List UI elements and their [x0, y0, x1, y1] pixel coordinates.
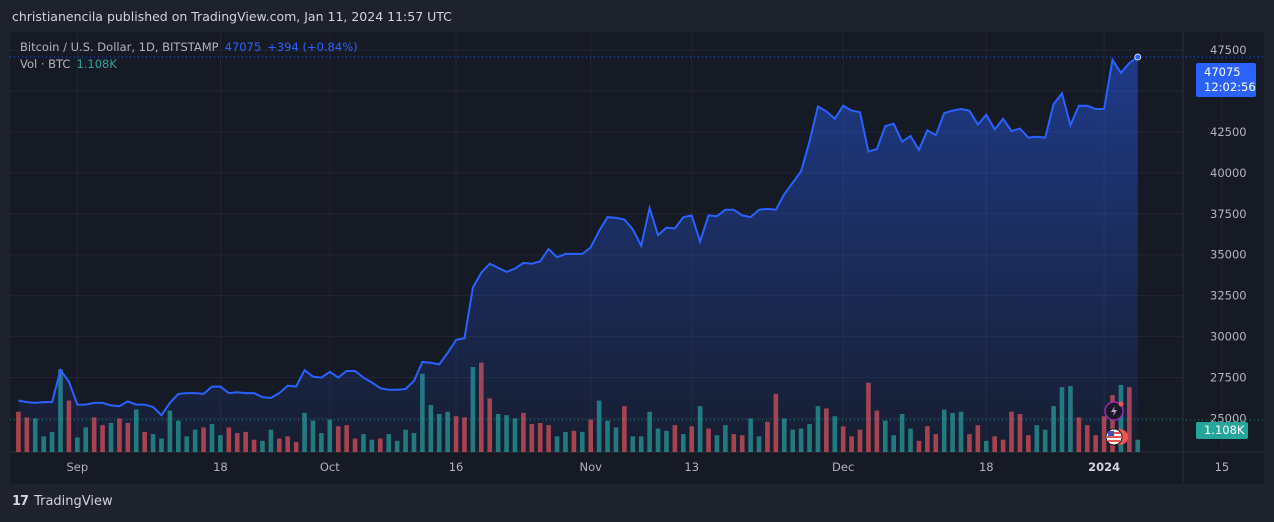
volume-legend-row[interactable]: Vol · BTC 1.108K	[20, 57, 358, 74]
last-price-dot	[1134, 53, 1142, 61]
y-tick-label: 25000	[1210, 411, 1247, 425]
x-tick-label: 18	[213, 460, 228, 474]
footer-brand[interactable]: TradingView	[34, 494, 113, 509]
footer: 17 TradingView	[12, 494, 113, 509]
symbol-legend-row[interactable]: Bitcoin / U.S. Dollar, 1D, BITSTAMP 47075…	[20, 40, 358, 57]
y-tick-label: 37500	[1210, 207, 1247, 221]
volume-tag: 1.108K	[1196, 422, 1248, 439]
y-tick-label: 32500	[1210, 289, 1247, 303]
last-price-tag-time: 12:02:56	[1204, 80, 1256, 94]
publisher-line: christianencila published on TradingView…	[12, 9, 452, 24]
y-tick-label: 42500	[1210, 125, 1247, 139]
x-axis-labels: Sep 18 Oct 16 Nov 13 Dec 18 2024 15	[66, 460, 1229, 474]
y-tick-label: 35000	[1210, 248, 1247, 262]
y-tick-label: 47500	[1210, 43, 1247, 57]
tradingview-logo-icon[interactable]: 17	[12, 494, 29, 509]
y-axis-labels: 25000 27500 30000 32500 35000 37500 40000 42500…	[1210, 43, 1247, 425]
x-tick-label: 18	[979, 460, 994, 474]
x-tick-label: Nov	[579, 460, 602, 474]
x-tick-label: 13	[684, 460, 699, 474]
x-tick-label: 2024	[1088, 460, 1120, 474]
lightning-event-icon[interactable]	[1104, 401, 1124, 421]
price-chart[interactable]: 25000 27500 30000 32500 35000 37500 40000 42500…	[10, 32, 1264, 484]
last-price-value: 47075	[224, 40, 262, 54]
y-tick-label: 27500	[1210, 371, 1247, 385]
price-change-value: +394 (+0.84%)	[267, 40, 358, 54]
x-tick-label: 15	[1215, 460, 1230, 474]
price-line	[18, 56, 1139, 417]
x-tick-label: Sep	[66, 460, 88, 474]
x-tick-label: Oct	[320, 460, 340, 474]
x-tick-label: Dec	[832, 460, 854, 474]
chart-legend: Bitcoin / U.S. Dollar, 1D, BITSTAMP 47075…	[20, 40, 358, 74]
us-flag-event-icon[interactable]	[1105, 428, 1128, 446]
last-price-marker	[1134, 53, 1142, 61]
last-price-tag-value: 47075	[1204, 65, 1241, 79]
symbol-title: Bitcoin / U.S. Dollar, 1D, BITSTAMP	[20, 40, 219, 54]
x-tick-label: 16	[449, 460, 464, 474]
volume-value: 1.108K	[76, 57, 117, 71]
last-price-tag: 47075 12:02:56	[1196, 63, 1256, 97]
y-tick-label: 40000	[1210, 166, 1247, 180]
y-tick-label: 30000	[1210, 330, 1247, 344]
volume-label: Vol · BTC	[20, 57, 71, 71]
